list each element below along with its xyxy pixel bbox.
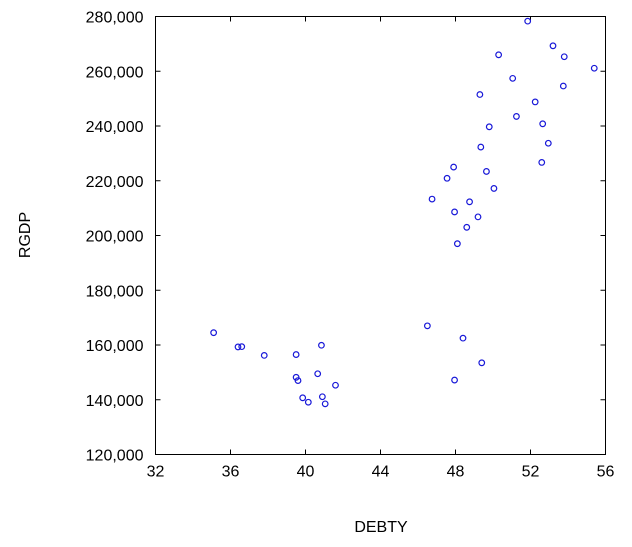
data-point (490, 185, 498, 192)
data-point (453, 240, 461, 248)
data-point (451, 208, 458, 216)
x-tick-label: 48 (447, 464, 465, 481)
data-points (210, 17, 598, 408)
y-tick-label: 160,000 (86, 338, 144, 355)
data-point (318, 341, 325, 349)
data-point (531, 98, 539, 106)
data-point (451, 376, 458, 384)
data-point (318, 393, 326, 401)
axis-tick-labels: 32 36 40 44 48 52 56 120,000 140,000 160,000 180,0… (86, 10, 615, 481)
data-point (321, 400, 329, 408)
x-tick-label: 52 (522, 464, 540, 481)
data-point (513, 113, 520, 120)
data-point (485, 123, 493, 131)
y-tick-label: 140,000 (86, 393, 144, 410)
x-tick-label: 36 (222, 464, 240, 481)
data-point (478, 359, 486, 367)
data-point (450, 163, 458, 171)
data-point (292, 373, 300, 381)
y-axis-label: RGDP (17, 212, 34, 258)
x-tick-label: 56 (597, 464, 615, 481)
data-point (524, 17, 532, 25)
data-point (443, 174, 451, 182)
data-point (549, 42, 557, 50)
data-point (474, 213, 482, 221)
data-point (477, 143, 485, 151)
x-tick-label: 44 (372, 464, 390, 481)
data-point (466, 198, 473, 206)
y-tick-label: 240,000 (86, 119, 144, 136)
y-tick-label: 200,000 (86, 229, 144, 246)
data-point (463, 223, 471, 231)
data-point (560, 53, 568, 61)
plot-frame (155, 16, 606, 455)
data-point (238, 343, 246, 351)
data-point (483, 168, 490, 175)
x-axis-label: DEBTY (354, 519, 408, 536)
data-point (292, 351, 300, 358)
y-tick-label: 260,000 (86, 64, 144, 81)
y-tick-label: 280,000 (86, 10, 144, 27)
y-tick-label: 180,000 (86, 283, 144, 300)
data-point (459, 334, 467, 342)
x-tick-label: 40 (297, 464, 315, 481)
data-point (332, 381, 339, 389)
data-point (304, 398, 312, 406)
axis-ticks (155, 16, 606, 455)
data-point (495, 51, 503, 59)
data-point (428, 195, 436, 203)
data-point (423, 322, 431, 330)
data-point (260, 352, 268, 359)
x-tick-label: 32 (147, 464, 165, 481)
data-point (509, 74, 517, 82)
data-point (476, 91, 484, 98)
data-point (538, 159, 546, 166)
data-point (544, 139, 552, 147)
data-point (539, 120, 547, 128)
data-point (234, 343, 242, 351)
y-tick-label: 220,000 (86, 174, 144, 191)
data-point (294, 377, 302, 384)
data-point (299, 394, 307, 402)
data-point (314, 370, 322, 378)
data-point (210, 329, 218, 337)
y-tick-label: 120,000 (86, 448, 144, 465)
data-point (559, 82, 567, 90)
data-point (590, 64, 598, 72)
